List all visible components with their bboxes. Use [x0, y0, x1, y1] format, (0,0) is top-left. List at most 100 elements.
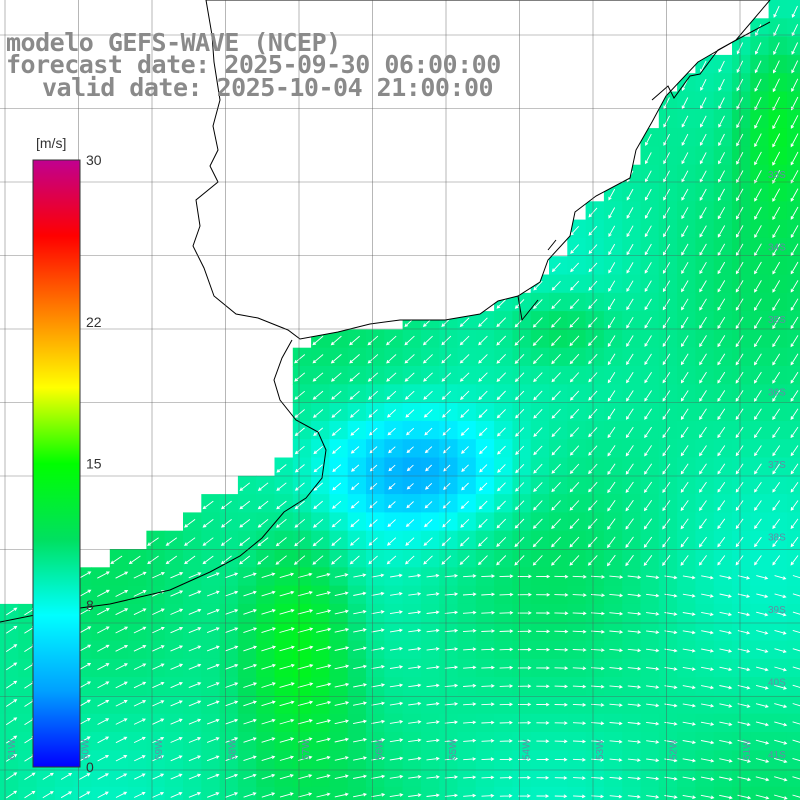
wind-arrow: [115, 626, 129, 634]
wind-arrow: [735, 555, 744, 566]
wind-arrow: [426, 647, 440, 651]
wind-arrow: [790, 390, 799, 402]
wind-cell: [786, 402, 800, 422]
wind-arrow: [331, 409, 342, 418]
wind-arrow: [371, 719, 386, 724]
wind-arrow: [717, 390, 726, 402]
wind-arrow: [533, 390, 543, 401]
wind-arrow: [644, 408, 652, 420]
wind-arrow: [389, 701, 404, 706]
wind-arrow: [316, 755, 331, 761]
wind-cell: [786, 292, 800, 312]
wind-arrow: [426, 738, 440, 743]
wind-arrow: [444, 738, 459, 743]
wind-arrow: [792, 593, 800, 597]
wind-arrow: [572, 611, 587, 616]
wind-arrow: [316, 737, 331, 743]
wind-arrow: [518, 739, 532, 743]
wind-arrow: [627, 666, 642, 671]
wind-arrow: [202, 555, 214, 565]
wind-arrow: [261, 773, 276, 780]
wind-arrow: [188, 792, 202, 798]
wind-arrow: [334, 756, 349, 761]
wind-arrow: [626, 316, 634, 329]
wind-arrow: [644, 445, 652, 457]
wind-arrow: [279, 792, 294, 798]
wind-cell: [713, 256, 733, 276]
wind-arrow: [462, 628, 477, 633]
wind-cell: [347, 347, 367, 367]
wind-arrow: [791, 42, 799, 55]
wind-arrow: [680, 408, 689, 420]
wind-arrow: [569, 372, 580, 383]
wind-cell: [786, 164, 800, 184]
wind-arrow: [97, 754, 110, 762]
wind-cell: [786, 732, 800, 751]
wind-arrow: [554, 702, 568, 707]
wind-arrow: [790, 463, 799, 475]
wind-arrow: [772, 316, 781, 330]
wind-arrow: [389, 665, 404, 669]
wind-arrow: [681, 152, 689, 165]
wind-arrow: [243, 700, 257, 707]
wind-arrow: [772, 371, 781, 384]
colorbar-tick-label: 22: [86, 314, 102, 330]
wind-arrow: [551, 372, 561, 383]
wind-arrow: [554, 757, 568, 762]
wind-arrow: [349, 354, 360, 364]
wind-cell: [786, 0, 800, 19]
wind-arrow: [517, 702, 532, 707]
wind-arrow: [478, 335, 488, 346]
wind-arrow: [243, 682, 258, 688]
wind-cell: [786, 494, 800, 513]
wind-arrow: [719, 648, 733, 653]
wind-arrow: [772, 298, 781, 311]
wind-arrow: [279, 718, 295, 725]
wind-arrow: [572, 574, 587, 579]
wind-arrow: [481, 720, 495, 725]
wind-arrow: [225, 755, 239, 762]
wind-arrow: [424, 519, 433, 528]
wind-arrow: [753, 390, 762, 402]
wind-arrow: [699, 207, 707, 220]
wind-arrow: [312, 518, 324, 528]
wind-arrow: [572, 721, 587, 726]
wind-arrow: [570, 262, 580, 273]
wind-arrow: [790, 115, 799, 129]
wind-arrow: [701, 666, 715, 671]
wind-arrow: [699, 390, 707, 402]
wind-arrow: [756, 630, 769, 635]
wind-arrow: [297, 590, 313, 597]
wind-arrow: [79, 699, 91, 707]
wind-arrow: [297, 645, 314, 652]
wind-arrow: [243, 572, 257, 579]
wind-arrow: [643, 518, 653, 530]
wind-arrow: [170, 663, 184, 670]
wind-arrow: [97, 663, 110, 671]
wind-arrow: [225, 682, 239, 688]
wind-cell: [457, 347, 477, 367]
wind-arrow: [386, 372, 397, 382]
wind-arrow: [369, 446, 378, 454]
wind-arrow: [791, 24, 799, 37]
wind-cell: [146, 786, 166, 800]
wind-arrow: [772, 445, 781, 457]
wind-arrow: [790, 280, 799, 293]
wind-arrow: [279, 609, 295, 615]
wind-arrow: [790, 426, 799, 439]
wind-arrow: [680, 371, 689, 384]
wind-arrow: [78, 644, 92, 652]
wind-arrow: [371, 756, 386, 761]
wind-arrow: [353, 701, 368, 706]
wind-arrow: [170, 755, 183, 762]
wind-cell: [366, 786, 385, 800]
wind-arrow: [388, 464, 396, 472]
wind-arrow: [115, 700, 128, 707]
wind-arrow: [24, 790, 36, 799]
wind-arrow: [572, 703, 587, 707]
wind-arrow: [275, 555, 287, 565]
wind-arrow: [367, 335, 379, 346]
wind-arrow: [790, 500, 799, 511]
wind-arrow: [425, 464, 433, 472]
wind-arrow: [753, 335, 762, 348]
